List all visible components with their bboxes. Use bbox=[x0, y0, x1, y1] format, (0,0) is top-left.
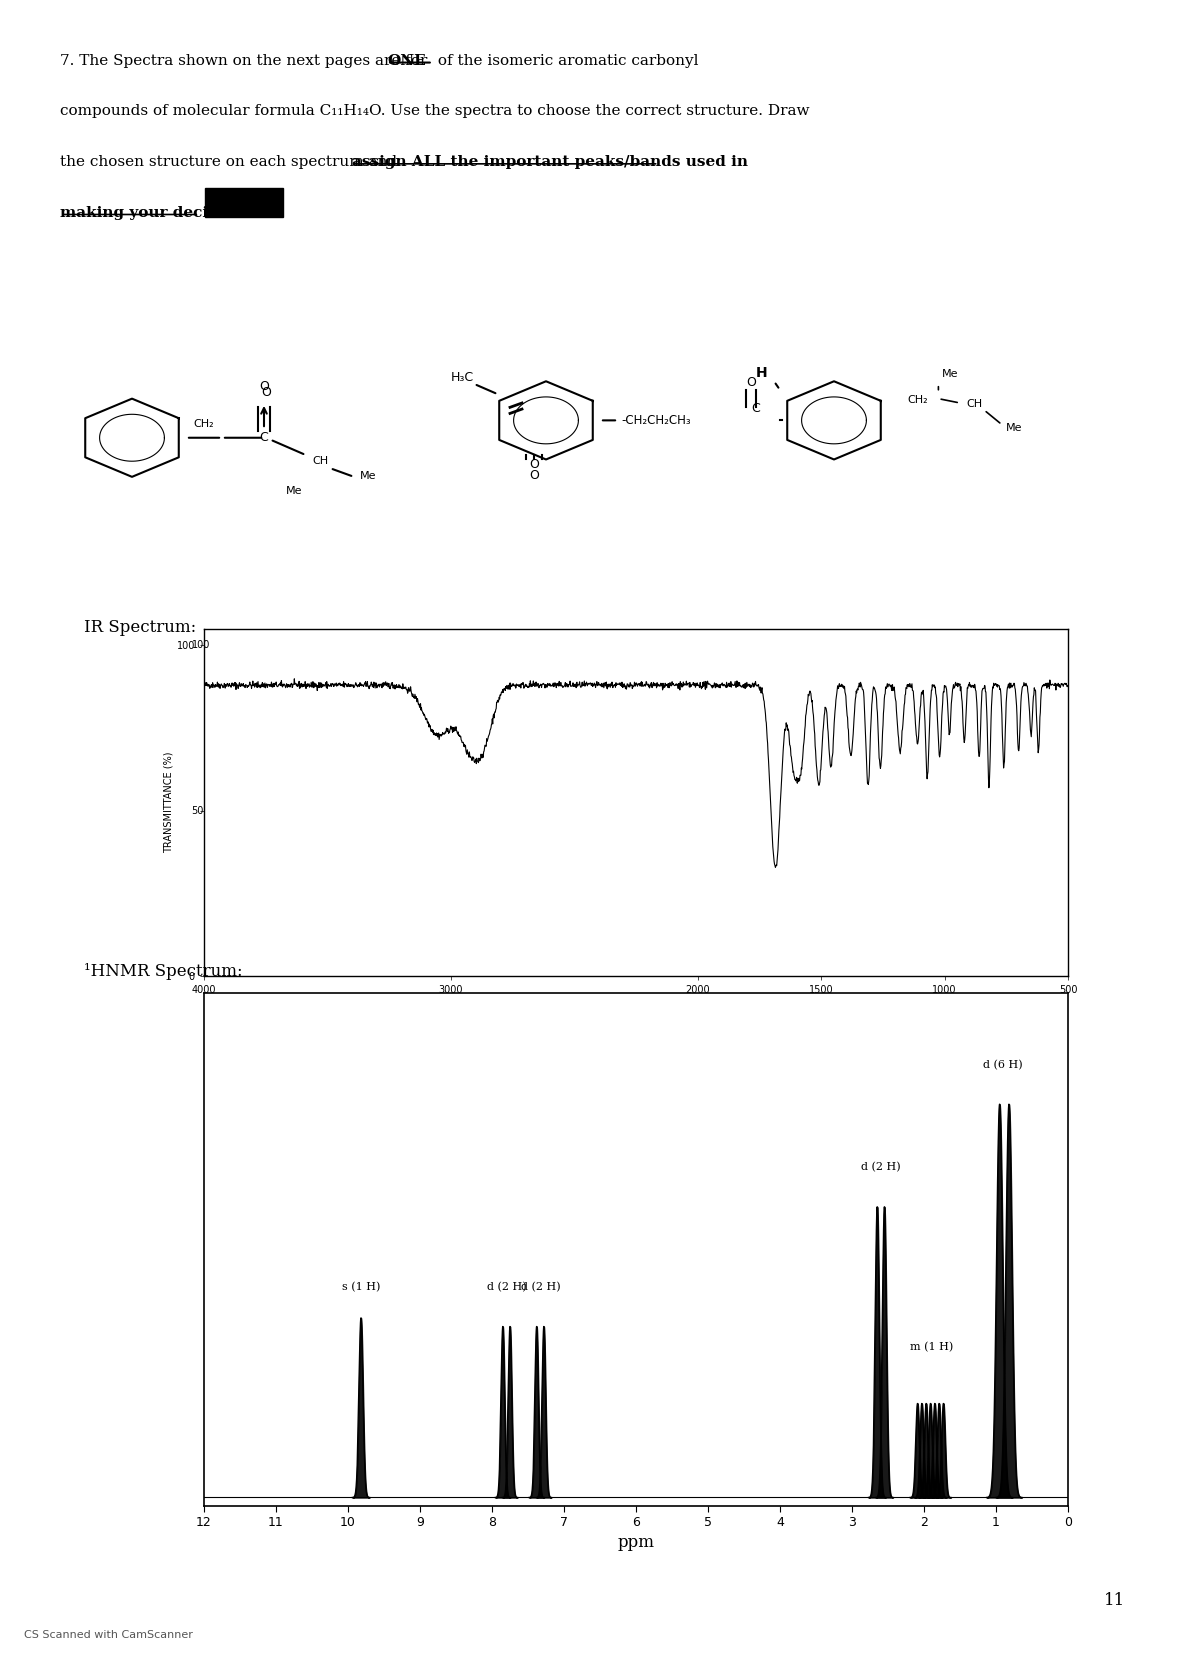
Text: of the isomeric aromatic carbonyl: of the isomeric aromatic carbonyl bbox=[433, 53, 698, 68]
Text: the chosen structure on each spectrum and: the chosen structure on each spectrum an… bbox=[60, 156, 402, 169]
Text: C: C bbox=[259, 432, 269, 444]
Text: 11: 11 bbox=[1104, 1592, 1126, 1609]
Text: ONE: ONE bbox=[388, 53, 426, 68]
Text: IR Spectrum:: IR Spectrum: bbox=[84, 619, 197, 636]
Text: O: O bbox=[746, 376, 756, 389]
Y-axis label: TRANSMITTANCE (%): TRANSMITTANCE (%) bbox=[164, 751, 174, 854]
Text: CH₂: CH₂ bbox=[193, 419, 215, 429]
Text: CH₂: CH₂ bbox=[907, 396, 929, 405]
Text: compounds of molecular formula C₁₁H₁₄O. Use the spectra to choose the correct st: compounds of molecular formula C₁₁H₁₄O. … bbox=[60, 104, 810, 118]
X-axis label: ppm: ppm bbox=[618, 1534, 654, 1551]
Text: 100: 100 bbox=[192, 640, 210, 650]
Text: O: O bbox=[262, 386, 271, 399]
Text: O: O bbox=[259, 379, 269, 392]
Text: s (1 H): s (1 H) bbox=[342, 1283, 380, 1293]
Text: H: H bbox=[756, 366, 768, 381]
Text: O: O bbox=[529, 458, 539, 472]
Text: O: O bbox=[529, 470, 539, 483]
Text: Me: Me bbox=[942, 369, 959, 379]
Text: Me: Me bbox=[286, 487, 302, 496]
Text: 7. The Spectra shown on the next pages are for: 7. The Spectra shown on the next pages a… bbox=[60, 53, 432, 68]
Text: C: C bbox=[751, 402, 761, 415]
Text: CH: CH bbox=[312, 455, 328, 465]
Text: assign ALL the important peaks/bands used in: assign ALL the important peaks/bands use… bbox=[353, 156, 749, 169]
Text: 50: 50 bbox=[192, 806, 204, 816]
Text: ¹HNMR Spectrum:: ¹HNMR Spectrum: bbox=[84, 963, 242, 980]
Text: Me: Me bbox=[360, 472, 377, 482]
Text: CS Scanned with CamScanner: CS Scanned with CamScanner bbox=[24, 1630, 193, 1640]
Text: Me: Me bbox=[1006, 422, 1022, 434]
X-axis label: WAVENUMBER (cm⁻¹): WAVENUMBER (cm⁻¹) bbox=[583, 998, 689, 1008]
Text: making your decision: making your decision bbox=[60, 205, 244, 220]
Text: -CH₂CH₂CH₃: -CH₂CH₂CH₃ bbox=[622, 414, 691, 427]
Text: d (6 H): d (6 H) bbox=[983, 1059, 1024, 1069]
FancyBboxPatch shape bbox=[205, 187, 283, 217]
Text: d (2 H): d (2 H) bbox=[486, 1283, 527, 1293]
Text: CH: CH bbox=[966, 399, 982, 409]
Text: d (2 H): d (2 H) bbox=[860, 1162, 901, 1172]
Text: H₃C: H₃C bbox=[450, 371, 474, 384]
Text: d (2 H): d (2 H) bbox=[521, 1283, 560, 1293]
Text: m (1 H): m (1 H) bbox=[910, 1342, 953, 1352]
